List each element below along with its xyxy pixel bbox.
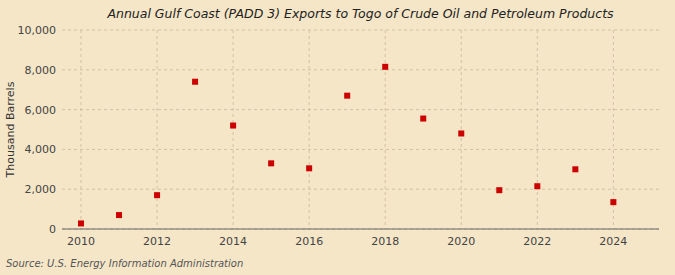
x-grid-line xyxy=(537,30,538,229)
point xyxy=(268,160,274,166)
point xyxy=(116,212,122,218)
point xyxy=(78,220,84,226)
point xyxy=(610,199,616,205)
y-tick-label: 6,000 xyxy=(25,104,57,117)
chart: 0 2,000 4,000 6,000 8,000 10,000 2010 2012 2014 2… xyxy=(0,0,675,275)
y-tick-label: 10,000 xyxy=(18,24,57,37)
y-tick-label: 4,000 xyxy=(25,143,57,156)
y-grid-line xyxy=(62,149,659,150)
x-grid-line xyxy=(461,30,462,229)
axes: 0 2,000 4,000 6,000 8,000 10,000 2010 2012 2014 2… xyxy=(18,24,660,248)
point xyxy=(496,187,502,193)
source-note: Source: U.S. Energy Information Administ… xyxy=(6,258,243,269)
y-axis-label: Thousand Barrels xyxy=(4,81,17,178)
point xyxy=(534,183,540,189)
x-tick-label: 2016 xyxy=(295,235,323,248)
x-tick-label: 2022 xyxy=(523,235,551,248)
point xyxy=(344,93,350,99)
y-grid-line xyxy=(62,109,659,110)
x-grid-line xyxy=(157,30,158,229)
point xyxy=(230,123,236,129)
grid xyxy=(62,30,659,229)
title: Annual Gulf Coast (PADD 3) Exports to To… xyxy=(106,6,614,21)
x-tick-label: 2024 xyxy=(599,235,627,248)
point xyxy=(572,166,578,172)
point xyxy=(382,64,388,70)
x-tick-label: 2018 xyxy=(371,235,399,248)
x-axis-line xyxy=(62,229,659,230)
y-tick-label: 2,000 xyxy=(25,183,57,196)
point xyxy=(192,79,198,85)
x-tick-label: 2020 xyxy=(447,235,475,248)
x-tick-label: 2012 xyxy=(143,235,171,248)
x-grid-line xyxy=(233,30,234,229)
point xyxy=(154,192,160,198)
y-grid-line xyxy=(62,189,659,190)
x-tick-label: 2014 xyxy=(219,235,247,248)
y-tick-label: 0 xyxy=(49,223,56,236)
points xyxy=(78,64,616,227)
x-grid-line xyxy=(309,30,310,229)
x-grid-line xyxy=(385,30,386,229)
y-tick-label: 8,000 xyxy=(25,64,57,77)
point xyxy=(306,165,312,171)
x-grid-line xyxy=(81,30,82,229)
point xyxy=(458,130,464,136)
point xyxy=(420,116,426,122)
y-grid-line xyxy=(62,229,659,230)
y-grid-line xyxy=(62,69,659,70)
y-grid-line xyxy=(62,30,659,31)
x-tick-label: 2010 xyxy=(67,235,95,248)
